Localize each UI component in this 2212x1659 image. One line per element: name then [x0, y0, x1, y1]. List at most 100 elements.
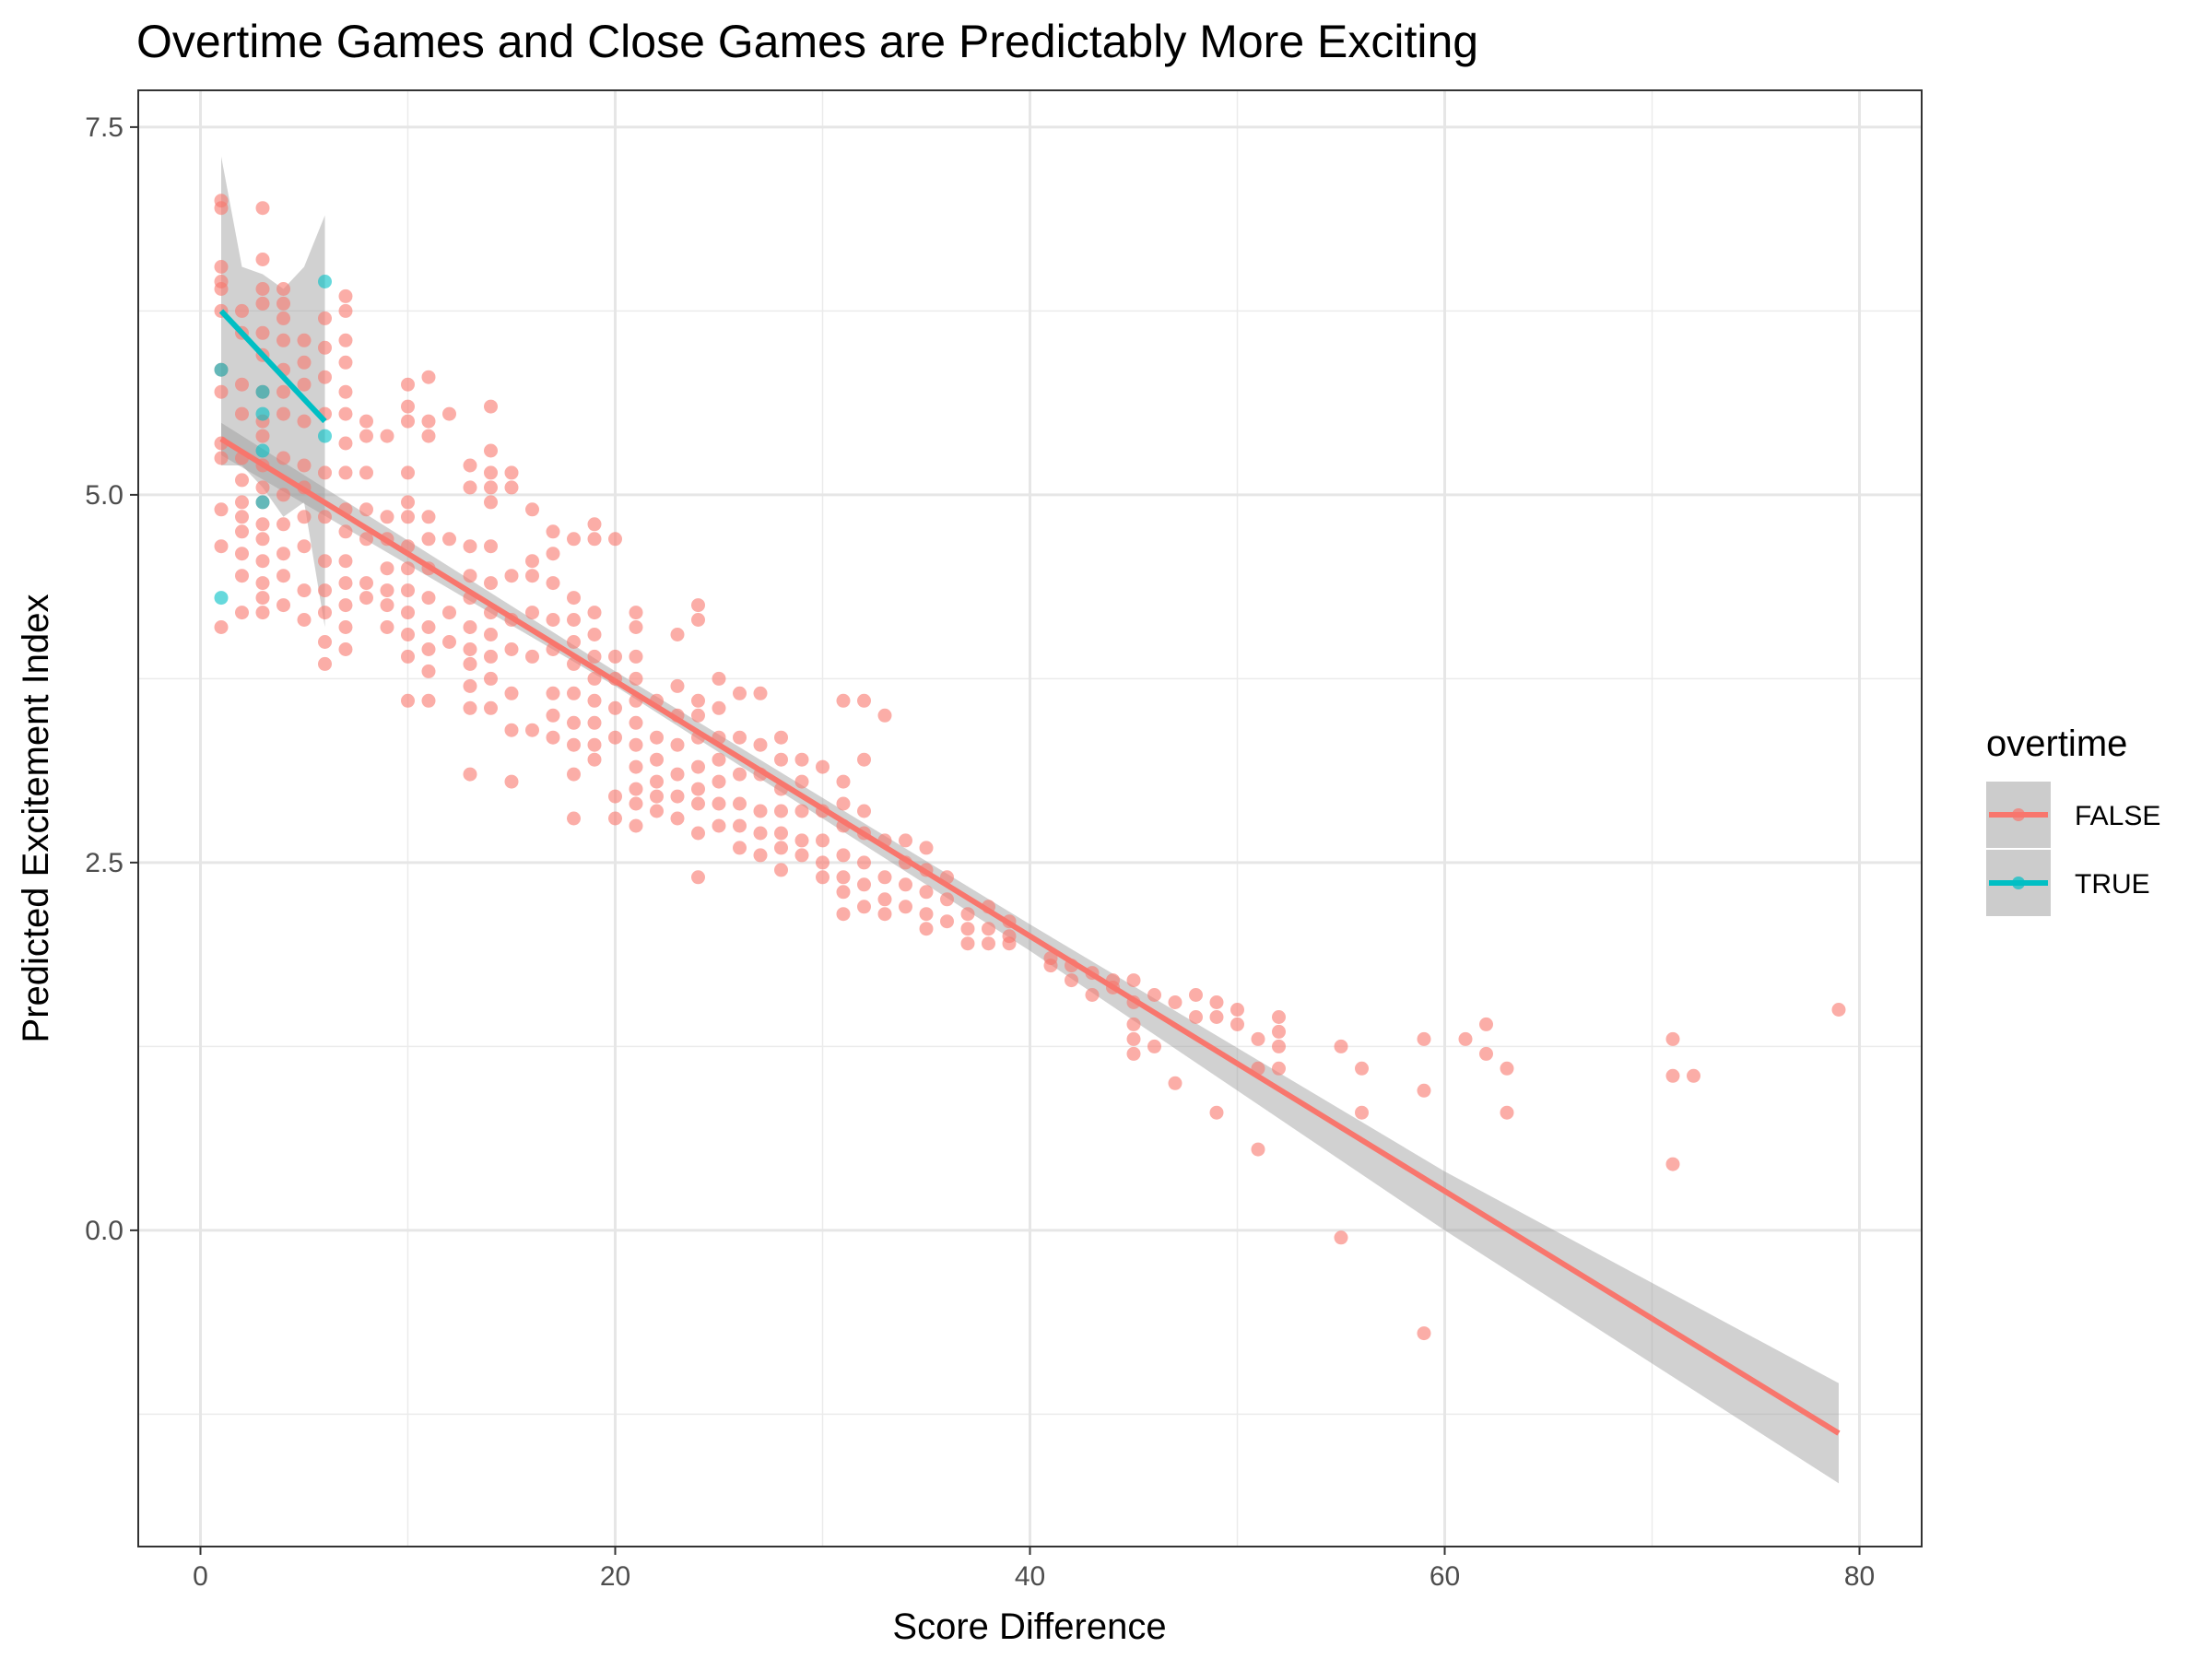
data-point-false — [1355, 1061, 1369, 1076]
data-point-false — [1334, 1039, 1348, 1053]
data-point-false — [567, 767, 581, 782]
data-points — [214, 194, 1846, 1341]
data-point-false — [753, 804, 768, 818]
data-point-false — [525, 554, 539, 569]
data-point-false — [421, 620, 436, 634]
y-axis-ticks: 0.0 2.5 5.0 7.5 — [85, 112, 138, 1246]
data-point-false — [255, 517, 270, 532]
legend-key-point-false — [2012, 808, 2025, 821]
data-point-false — [338, 642, 353, 656]
data-point-false — [691, 598, 705, 613]
data-point-false — [1272, 1061, 1286, 1076]
data-point-false — [629, 620, 643, 634]
data-point-false — [960, 907, 975, 922]
data-point-true — [318, 429, 332, 443]
data-point-false — [877, 870, 892, 885]
data-point-false — [338, 620, 353, 634]
data-point-false — [712, 671, 726, 686]
data-point-false — [567, 715, 581, 730]
data-point-false — [691, 782, 705, 796]
data-point-false — [670, 811, 685, 826]
data-point-false — [587, 737, 602, 752]
data-point-false — [504, 642, 519, 656]
data-point-false — [712, 818, 726, 833]
x-tick-label: 80 — [1844, 1561, 1875, 1592]
data-point-false — [1147, 1039, 1161, 1053]
data-point-false — [587, 649, 602, 664]
data-point-false — [525, 502, 539, 517]
data-point-false — [318, 606, 332, 620]
data-point-false — [421, 429, 436, 443]
data-point-false — [857, 752, 871, 767]
data-point-true — [318, 275, 332, 288]
data-point-false — [982, 936, 995, 951]
data-point-false — [255, 296, 270, 311]
data-point-false — [546, 708, 560, 723]
data-point-false — [255, 480, 270, 495]
data-point-false — [276, 296, 290, 311]
data-point-false — [338, 355, 353, 370]
data-point-false — [960, 936, 975, 951]
data-point-false — [1065, 973, 1078, 988]
data-point-false — [857, 693, 871, 708]
data-point-false — [255, 576, 270, 591]
data-point-false — [338, 333, 353, 347]
data-point-false — [712, 796, 726, 811]
data-point-false — [338, 598, 353, 613]
data-point-false — [836, 774, 851, 789]
data-point-false — [421, 370, 436, 384]
data-point-false — [463, 539, 477, 554]
data-point-false — [421, 532, 436, 547]
x-tick-label: 0 — [193, 1561, 208, 1592]
data-point-true — [255, 495, 270, 510]
data-point-false — [214, 201, 229, 216]
data-point-false — [1230, 1017, 1244, 1031]
data-point-false — [546, 730, 560, 745]
data-point-false — [733, 841, 747, 855]
data-point-false — [587, 628, 602, 641]
ci-ribbon-true — [221, 156, 325, 628]
data-point-false — [877, 708, 892, 723]
data-point-false — [691, 826, 705, 841]
data-point-false — [1272, 1024, 1286, 1039]
data-point-false — [359, 576, 373, 591]
legend-title: overtime — [1986, 724, 2127, 764]
data-point-false — [255, 201, 270, 216]
data-point-false — [1126, 973, 1141, 988]
data-point-false — [255, 429, 270, 443]
data-point-false — [567, 613, 581, 627]
data-point-false — [774, 752, 788, 767]
data-point-false — [442, 532, 456, 547]
data-point-false — [1126, 1046, 1141, 1061]
data-point-false — [836, 870, 851, 885]
data-point-false — [380, 620, 394, 634]
data-point-false — [608, 789, 622, 804]
data-point-false — [255, 532, 270, 547]
data-point-false — [587, 715, 602, 730]
data-point-false — [1168, 1076, 1182, 1090]
data-point-false — [753, 848, 768, 863]
data-point-false — [421, 642, 436, 656]
data-point-false — [587, 693, 602, 708]
data-point-false — [421, 414, 436, 429]
data-point-false — [276, 384, 290, 399]
data-point-false — [857, 877, 871, 892]
data-point-false — [733, 767, 747, 782]
data-point-false — [608, 811, 622, 826]
data-point-false — [338, 524, 353, 539]
data-point-false — [629, 796, 643, 811]
x-axis-ticks: 0 20 40 60 80 — [193, 1547, 1875, 1592]
fit-line-false — [219, 436, 1841, 1436]
data-point-false — [1272, 1039, 1286, 1053]
data-point-false — [463, 767, 477, 782]
data-point-false — [774, 804, 788, 818]
data-point-false — [401, 628, 415, 641]
data-point-false — [587, 671, 602, 686]
data-point-false — [567, 591, 581, 606]
data-point-false — [401, 399, 415, 414]
data-point-false — [1417, 1031, 1431, 1046]
y-tick-label: 5.0 — [85, 480, 124, 511]
data-point-false — [318, 635, 332, 649]
data-point-false — [1500, 1105, 1514, 1120]
